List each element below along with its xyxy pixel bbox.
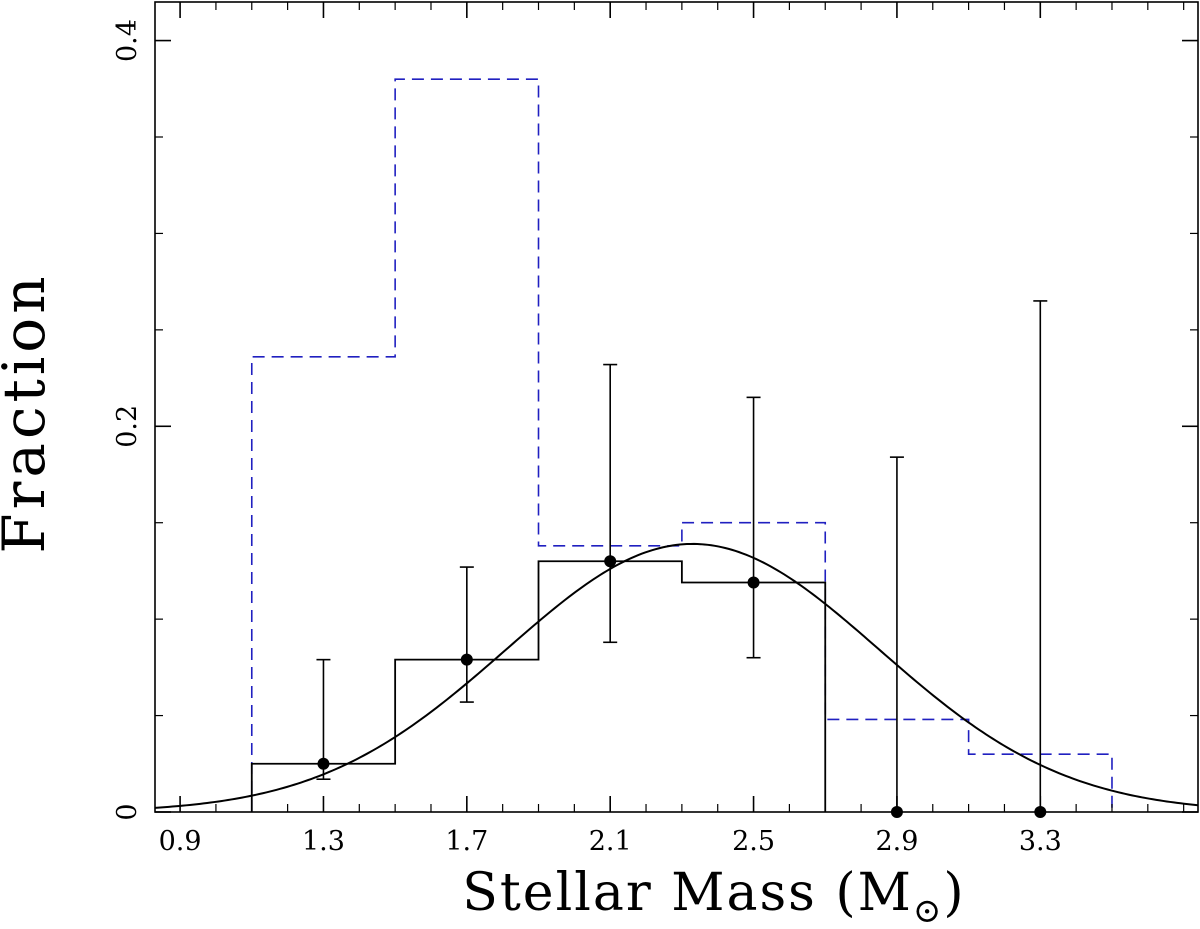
x-tick-label: 0.9 [159, 826, 202, 857]
x-axis-title: Stellar Mass (M⊙) [462, 863, 965, 929]
data-point [747, 576, 760, 589]
x-axis-title-close: ) [943, 863, 965, 923]
x-tick-label: 1.3 [302, 826, 345, 857]
x-tick-label: 3.3 [1019, 826, 1062, 857]
gaussian-fit-curve [154, 542, 1199, 809]
x-tick-label: 2.1 [589, 826, 632, 857]
dashed-histogram [250, 78, 1113, 812]
solid-histogram [250, 560, 827, 812]
x-tick-label: 1.7 [445, 826, 488, 857]
data-point [604, 555, 617, 568]
plot-frame [154, 1, 1199, 813]
y-tick-label: 0.4 [112, 19, 143, 62]
y-tick-label: 0 [112, 803, 143, 820]
data-point [460, 653, 473, 666]
x-axis-title-text: Stellar Mass (M [462, 863, 913, 923]
data-point [317, 757, 330, 770]
x-tick-label: 2.5 [732, 826, 775, 857]
x-tick-label: 2.9 [875, 826, 918, 857]
y-axis-title: Fraction [0, 272, 58, 553]
sun-symbol: ⊙ [913, 891, 944, 929]
y-tick-label: 0.2 [112, 405, 143, 448]
